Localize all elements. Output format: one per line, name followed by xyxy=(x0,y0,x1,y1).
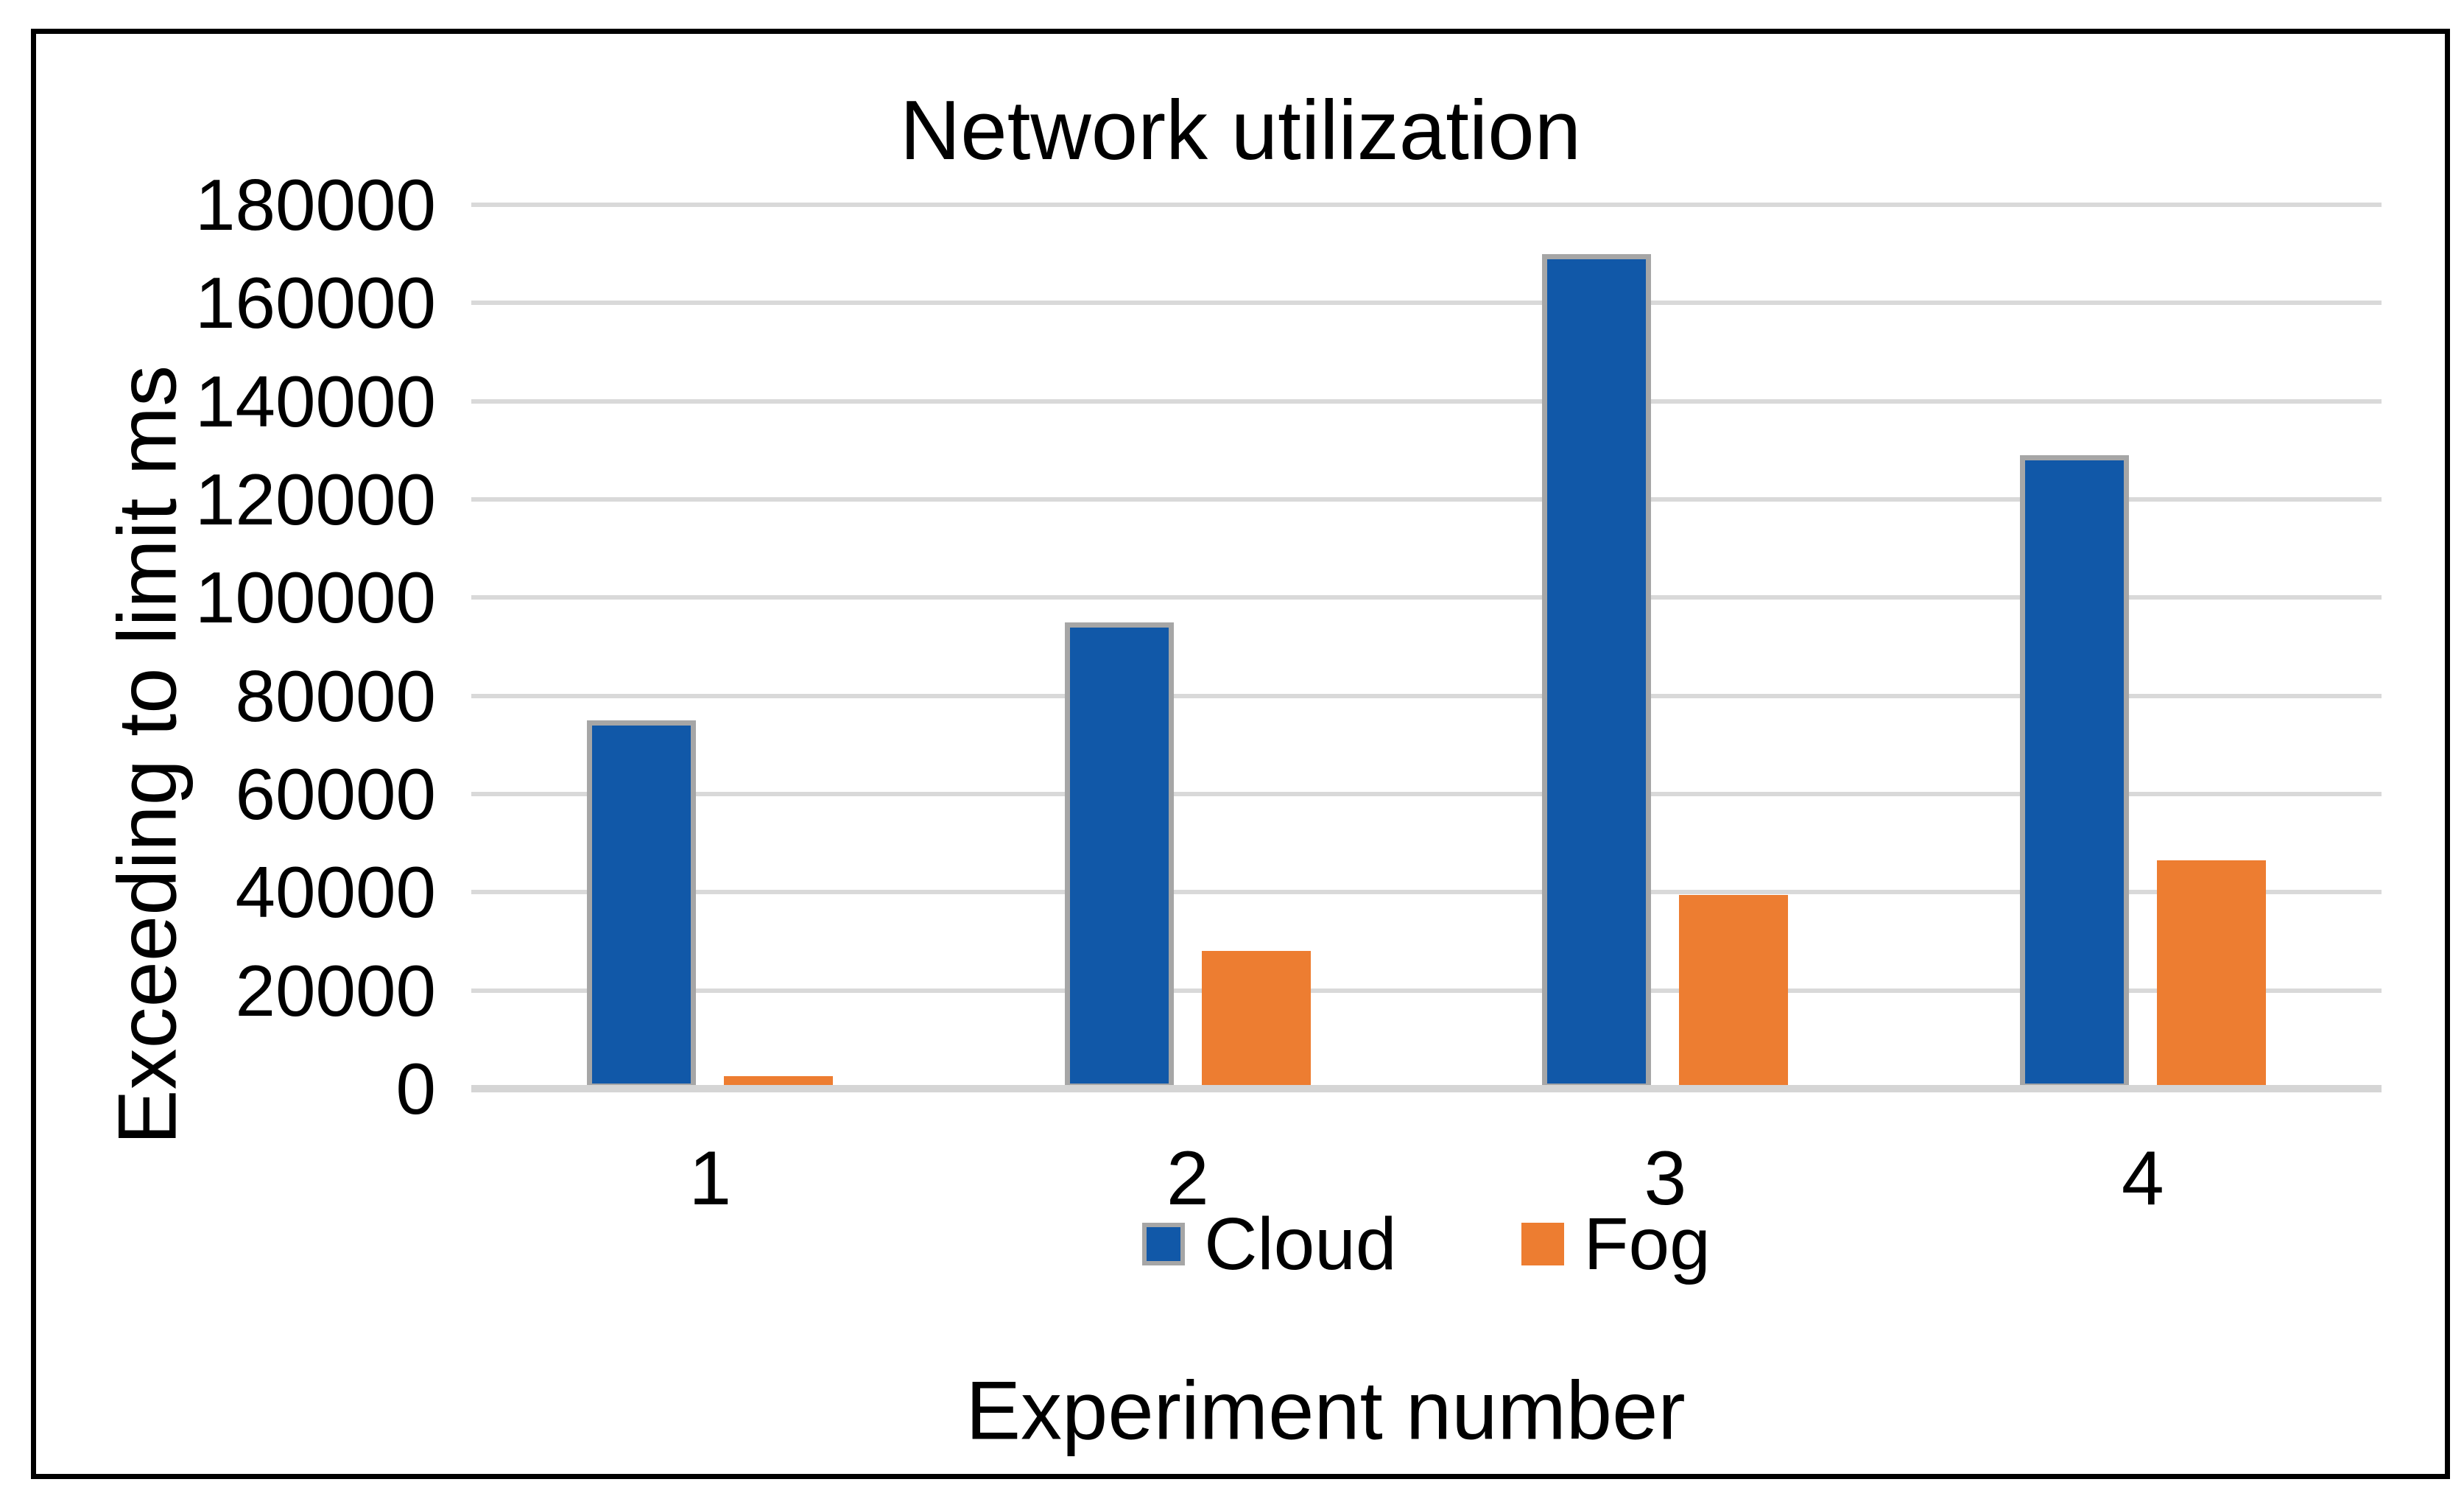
y-tick-label: 120000 xyxy=(194,459,436,540)
legend-swatch-cloud xyxy=(1142,1223,1186,1265)
bar-cloud-3 xyxy=(1542,253,1652,1089)
bar-fog-2 xyxy=(1201,951,1311,1089)
y-tick-label: 140000 xyxy=(194,360,436,442)
x-category-label: 3 xyxy=(1644,1136,1687,1221)
gridline xyxy=(471,792,2382,796)
x-category-label: 2 xyxy=(1166,1136,1209,1221)
x-category-label: 1 xyxy=(689,1136,732,1221)
y-axis-title: Exceeding to limit ms xyxy=(101,365,194,1145)
gridline xyxy=(471,301,2382,306)
gridline xyxy=(471,595,2382,600)
bar-fog-3 xyxy=(1679,894,1789,1089)
bar-cloud-4 xyxy=(2019,455,2129,1089)
bar-cloud-1 xyxy=(587,720,697,1089)
bar-fog-4 xyxy=(2156,860,2266,1089)
y-tick-label: 60000 xyxy=(235,754,436,835)
y-tick-label: 100000 xyxy=(194,557,436,639)
x-axis-line xyxy=(471,1085,2382,1092)
legend-item-fog: Fog xyxy=(1521,1203,1711,1285)
x-category-label: 4 xyxy=(2121,1136,2164,1221)
gridline xyxy=(471,398,2382,404)
y-tick-label: 80000 xyxy=(235,655,436,737)
legend-label-fog: Fog xyxy=(1583,1203,1711,1285)
y-tick-label: 180000 xyxy=(194,164,436,245)
legend-swatch-fog xyxy=(1521,1223,1565,1265)
legend: Cloud Fog xyxy=(471,1207,2382,1281)
gridline xyxy=(471,497,2382,502)
y-tick-label: 20000 xyxy=(235,949,436,1031)
gridline xyxy=(471,890,2382,895)
legend-item-cloud: Cloud xyxy=(1142,1207,1396,1281)
x-axis-title: Experiment number xyxy=(965,1364,1686,1457)
gridline xyxy=(471,988,2382,993)
legend-label-cloud: Cloud xyxy=(1204,1203,1397,1285)
gridline xyxy=(471,693,2382,698)
y-tick-label: 160000 xyxy=(194,262,436,344)
bar-cloud-2 xyxy=(1064,622,1174,1089)
gridline xyxy=(471,203,2382,207)
y-tick-label: 40000 xyxy=(235,851,436,933)
chart-title: Network utilization xyxy=(899,84,1582,178)
y-tick-label: 0 xyxy=(395,1048,436,1129)
